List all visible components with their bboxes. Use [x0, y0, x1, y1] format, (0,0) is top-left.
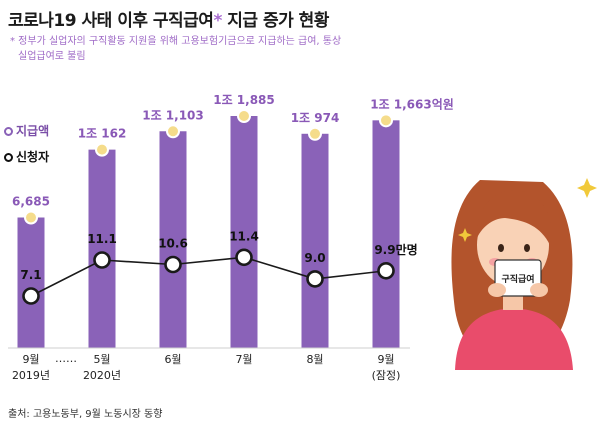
- applicant-value-label: 9.0: [304, 251, 325, 265]
- legend-payments: 지급액: [4, 122, 49, 139]
- legend-applicants-ring-icon: [4, 153, 13, 162]
- payment-value-label: 6,685: [12, 195, 50, 209]
- source-note: 출처: 고용노동부, 9월 노동시장 동향: [8, 409, 163, 420]
- x-tick-month: 8월: [306, 353, 323, 366]
- x-tick-subtitle: (잠정): [372, 369, 401, 382]
- applicant-point: [164, 255, 182, 274]
- x-tick-month: 9월: [377, 353, 394, 366]
- hair-front: [476, 190, 552, 245]
- document-card: [494, 259, 542, 297]
- applicant-point: [22, 287, 40, 305]
- payment-marker: [379, 113, 393, 128]
- bar-payment: [372, 120, 400, 348]
- payment-marker: [237, 109, 251, 123]
- bar-payment: [230, 116, 258, 348]
- payment-marker: [24, 210, 38, 225]
- footnote-line-2: 실업급여로 불림: [18, 51, 86, 62]
- payment-value-label: 1조 162: [78, 127, 127, 141]
- applicant-value-label: 7.1: [20, 268, 41, 282]
- sparkle-icon: [577, 178, 597, 198]
- footnote-line-1: * 정부가 실업자의 구직활동 지원을 위해 고용보험기금으로 지급하는 급여,…: [10, 36, 342, 47]
- applicants-line: [30, 256, 387, 297]
- left-eye: [498, 244, 504, 252]
- payment-value-label: 1조 1,885: [213, 93, 275, 107]
- bar-payment: [159, 131, 187, 348]
- legend-applicants-label: 신청자: [16, 150, 50, 164]
- bar-payment: [17, 217, 45, 348]
- payment-marker: [166, 124, 180, 139]
- applicant-value-label: 9.9만명: [374, 242, 417, 257]
- x-tick-month: 9월: [22, 353, 39, 366]
- x-axis-break: ……: [55, 352, 77, 365]
- document-card-text: 구직급여: [501, 273, 534, 285]
- legend-payments-ring-icon: [4, 127, 13, 136]
- x-tick-month: 5월: [93, 353, 110, 366]
- right-eye: [524, 244, 530, 252]
- sweater: [455, 308, 573, 370]
- payment-value-label: 1조 1,103: [142, 108, 204, 122]
- applicant-value-label: 10.6: [158, 237, 188, 251]
- right-hand: [530, 283, 548, 297]
- applicant-point: [93, 251, 111, 269]
- x-tick-subtitle: 2020년: [83, 369, 121, 382]
- x-tick-subtitle: 2019년: [12, 369, 50, 382]
- applicant-point: [306, 270, 324, 288]
- applicant-value-label: 11.4: [229, 229, 259, 243]
- bar-payment: [301, 133, 329, 348]
- x-tick-month: 7월: [235, 353, 252, 366]
- left-hand: [488, 283, 506, 297]
- woman-illustration: 구직급여: [451, 178, 597, 370]
- chart-title: 코로나19 사태 이후 구직급여* 지급 증가 현황: [8, 11, 329, 31]
- bar-payment: [88, 149, 116, 348]
- applicant-point: [377, 261, 395, 280]
- payment-marker: [308, 126, 322, 141]
- x-tick-month: 6월: [164, 353, 181, 366]
- payment-marker: [95, 142, 109, 157]
- applicant-point: [235, 248, 253, 267]
- legend-payments-label: 지급액: [16, 124, 50, 138]
- title-asterisk: *: [213, 11, 222, 31]
- footnote: * 정부가 실업자의 구직활동 지원을 위해 고용보험기금으로 지급하는 급여,…: [10, 34, 390, 64]
- applicant-value-label: 11.1: [87, 232, 117, 246]
- legend-applicants: 신청자: [4, 148, 49, 165]
- sparkle-icon: [458, 228, 472, 242]
- payment-value-label: 1조 974: [291, 111, 340, 125]
- payment-value-label: 1조 1,663억원: [370, 97, 454, 111]
